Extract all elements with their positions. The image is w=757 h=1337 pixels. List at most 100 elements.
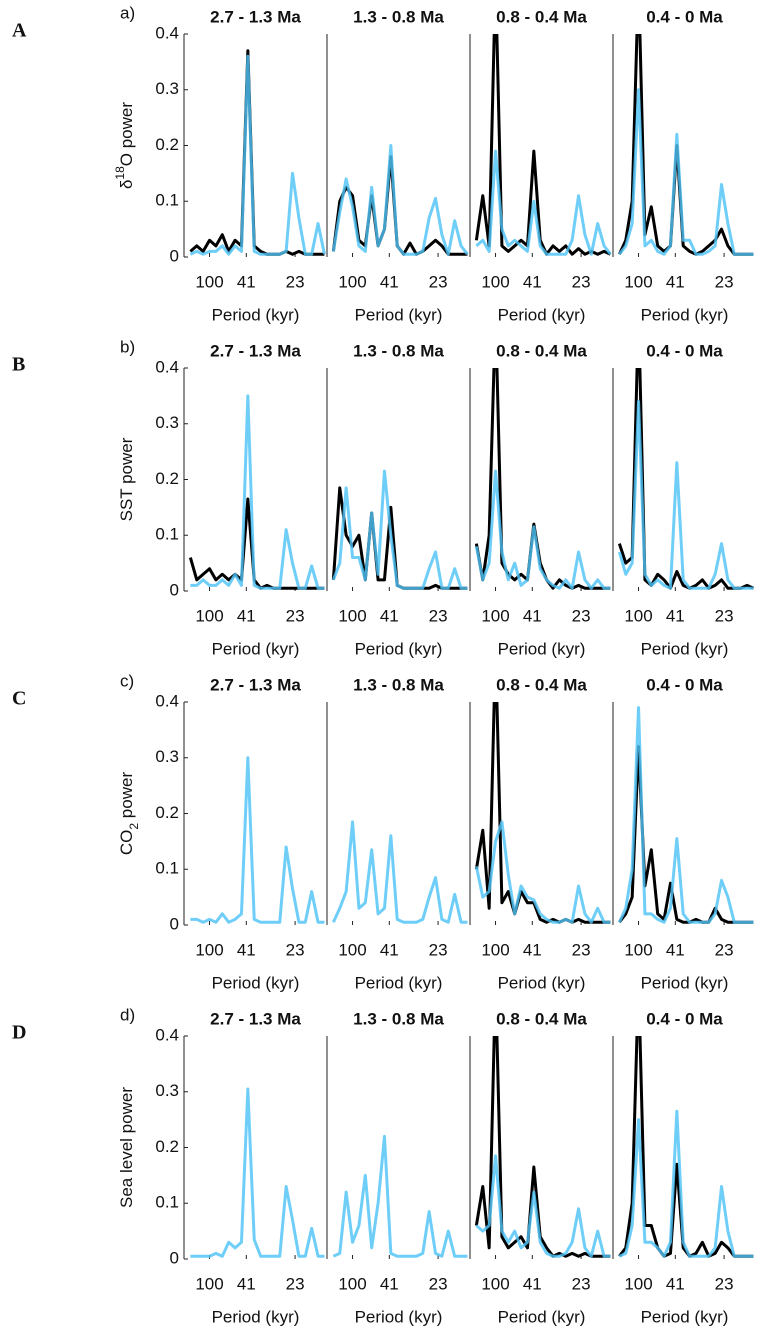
plot-lines (188, 394, 325, 590)
y-tick-label: 0.2 (155, 1137, 179, 1156)
x-axis-label: Period (kyr) (212, 973, 300, 992)
series-line (618, 706, 754, 924)
plot-lines (474, 34, 612, 256)
x-tick-label: 23 (715, 940, 734, 959)
y-axis-label-part: Sea level power (117, 1087, 136, 1208)
x-axis-label: Period (kyr) (498, 639, 586, 658)
panel-title: 1.3 - 0.8 Ma (353, 7, 444, 26)
x-tick-label: 23 (286, 1274, 305, 1293)
plot-lines (190, 756, 325, 924)
y-tick-label: 0.4 (155, 691, 179, 710)
x-tick-label: 41 (523, 1274, 542, 1293)
y-tick-label: 0.1 (155, 859, 179, 878)
plot-lines (618, 706, 754, 924)
x-tick-label: 41 (380, 940, 399, 959)
x-axis-label: Period (kyr) (355, 973, 443, 992)
x-axis-label: Period (kyr) (212, 305, 300, 324)
plot-lines (618, 34, 754, 256)
x-tick-label: 100 (195, 940, 223, 959)
x-axis-label: Period (kyr) (498, 1307, 586, 1326)
y-axis-label: Sea level power (117, 1087, 136, 1208)
y-tick-label: 0.2 (155, 469, 179, 488)
panel-title: 0.4 - 0 Ma (646, 1009, 723, 1028)
y-axis-label: SST power (117, 437, 136, 521)
series-line (331, 486, 468, 590)
x-tick-label: 23 (572, 606, 591, 625)
panel-label: b) (120, 337, 135, 356)
series-line (190, 1087, 325, 1258)
y-tick-label: 0.1 (155, 191, 179, 210)
y-tick-label: 0.3 (155, 1081, 179, 1100)
x-tick-label: 100 (624, 1274, 652, 1293)
x-axis-label: Period (kyr) (641, 1307, 729, 1326)
x-axis-label: Period (kyr) (498, 305, 586, 324)
plot-lines (332, 820, 468, 924)
plot-lines (331, 144, 469, 256)
row-label: D (12, 1022, 26, 1044)
y-axis-label-part: O power (117, 102, 136, 167)
panel-title: 0.4 - 0 Ma (646, 675, 723, 694)
x-tick-label: 100 (624, 272, 652, 291)
panel-title: 0.8 - 0.4 Ma (496, 1009, 587, 1028)
x-tick-label: 100 (624, 940, 652, 959)
x-tick-label: 41 (666, 606, 685, 625)
x-tick-label: 41 (237, 606, 256, 625)
plot-lines (190, 1087, 325, 1258)
x-tick-label: 23 (429, 1274, 448, 1293)
x-tick-label: 100 (338, 272, 366, 291)
panel-label: c) (120, 671, 134, 690)
x-tick-label: 23 (429, 606, 448, 625)
y-tick-label: 0.4 (155, 23, 179, 42)
series-line (474, 820, 611, 924)
series-line (474, 469, 611, 590)
y-axis-label-part: SST power (117, 437, 136, 521)
x-tick-label: 23 (572, 272, 591, 291)
plot-lines (332, 1134, 468, 1258)
x-tick-label: 23 (429, 940, 448, 959)
panel-title: 0.8 - 0.4 Ma (496, 341, 587, 360)
x-axis-label: Period (kyr) (355, 639, 443, 658)
y-axis-label-part: CO (117, 830, 136, 856)
x-tick-label: 100 (195, 272, 223, 291)
series-line (618, 1109, 754, 1258)
panel-label: d) (120, 1005, 135, 1024)
y-tick-label: 0.2 (155, 135, 179, 154)
series-line (331, 469, 468, 590)
series-line (190, 756, 325, 924)
x-tick-label: 23 (572, 940, 591, 959)
y-axis-label-part: 18 (113, 166, 127, 180)
panel-title: 0.8 - 0.4 Ma (496, 7, 587, 26)
panel-title: 1.3 - 0.8 Ma (353, 675, 444, 694)
x-axis-label: Period (kyr) (212, 639, 300, 658)
series-line (190, 394, 325, 590)
y-tick-label: 0.2 (155, 803, 179, 822)
panel-title: 2.7 - 1.3 Ma (210, 7, 301, 26)
series-line (475, 1154, 611, 1258)
x-tick-label: 100 (481, 940, 509, 959)
x-tick-label: 100 (195, 606, 223, 625)
x-tick-label: 100 (624, 606, 652, 625)
x-axis-label: Period (kyr) (355, 305, 443, 324)
x-tick-label: 23 (286, 606, 305, 625)
x-axis-label: Period (kyr) (498, 973, 586, 992)
x-tick-label: 41 (666, 940, 685, 959)
y-tick-label: 0.3 (155, 747, 179, 766)
y-tick-label: 0.4 (155, 1025, 179, 1044)
series-line (332, 1134, 468, 1258)
x-axis-label: Period (kyr) (212, 1307, 300, 1326)
panel-title: 1.3 - 0.8 Ma (353, 1009, 444, 1028)
x-tick-label: 100 (481, 272, 509, 291)
series-line (474, 34, 612, 256)
series-line (189, 54, 326, 256)
x-tick-label: 41 (666, 272, 685, 291)
panel-title: 2.7 - 1.3 Ma (210, 341, 301, 360)
x-tick-label: 100 (338, 606, 366, 625)
panel-title: 0.8 - 0.4 Ma (496, 675, 587, 694)
y-tick-label: 0 (170, 914, 179, 933)
series-line (617, 399, 754, 590)
panel-title: 2.7 - 1.3 Ma (210, 675, 301, 694)
x-tick-label: 41 (237, 272, 256, 291)
x-tick-label: 100 (481, 606, 509, 625)
y-tick-label: 0.1 (155, 525, 179, 544)
x-tick-label: 23 (715, 606, 734, 625)
